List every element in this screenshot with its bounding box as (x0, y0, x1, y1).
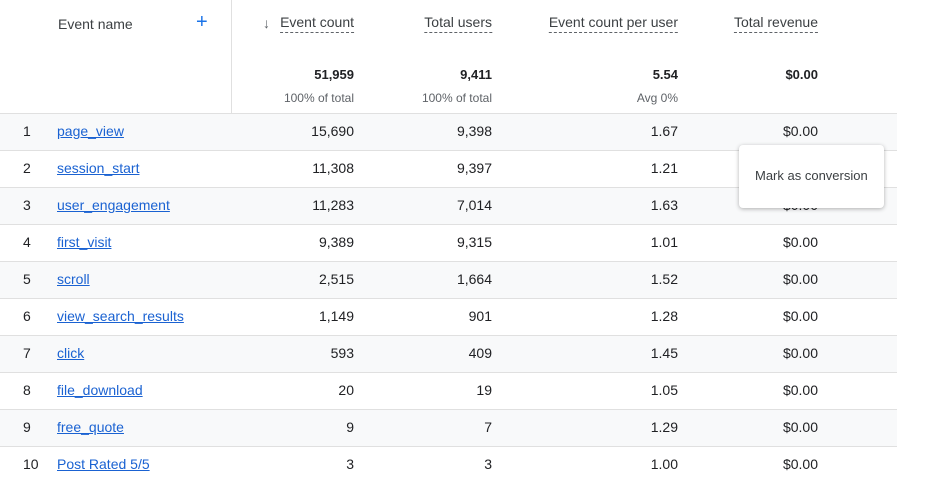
event-name-link[interactable]: first_visit (57, 234, 112, 250)
cell-value: 19 (476, 382, 492, 398)
table-row (0, 446, 897, 482)
table-row (0, 113, 897, 150)
column-header[interactable]: Total users (424, 13, 492, 33)
sort-arrow[interactable]: ↓ (263, 15, 270, 31)
total-note: Avg 0% (636, 91, 678, 105)
row-index: 7 (23, 345, 31, 361)
cell-value: 1.28 (650, 308, 678, 324)
cell-value: 9,315 (456, 234, 492, 250)
cell-value: 11,283 (312, 197, 354, 213)
cell-value: $0.00 (782, 382, 818, 398)
cell-value: 2,515 (318, 271, 354, 287)
total-note: 100% of total (421, 91, 492, 105)
cell-value: 409 (468, 345, 492, 361)
event-name-link[interactable]: session_start (57, 160, 140, 176)
table-row (0, 372, 897, 409)
cell-value: 9,389 (318, 234, 354, 250)
total-note: 100% of total (283, 91, 354, 105)
cell-value: $0.00 (782, 123, 818, 139)
row-index: 2 (23, 160, 31, 176)
cell-value: 1.52 (650, 271, 678, 287)
table-row (0, 224, 897, 261)
table-row (0, 261, 897, 298)
cell-value: $0.00 (782, 234, 818, 250)
column-header[interactable]: Total revenue (733, 13, 818, 33)
cell-value: 20 (338, 382, 354, 398)
cell-value: 11,308 (312, 160, 354, 176)
tooltip: Mark as conversion (739, 145, 884, 208)
column-header[interactable]: Event count per user (548, 13, 678, 33)
cell-value: $0.00 (782, 456, 818, 472)
cell-value: 1.67 (650, 123, 678, 139)
row-index: 6 (23, 308, 31, 324)
cell-value: 1,149 (318, 308, 354, 324)
cell-value: 7 (484, 419, 492, 435)
cell-value: 3 (484, 456, 492, 472)
row-index: 3 (23, 197, 31, 213)
row-index: 10 (23, 456, 39, 472)
total-value: 5.54 (652, 67, 678, 82)
column-header[interactable]: Event count (280, 13, 354, 33)
event-name-link[interactable]: file_download (57, 382, 143, 398)
table-row (0, 335, 897, 372)
cell-value: 15,690 (311, 123, 354, 139)
cell-value: 1.21 (650, 160, 678, 176)
cell-value: 9,398 (456, 123, 492, 139)
cell-value: $0.00 (782, 271, 818, 287)
total-value: 51,959 (314, 67, 354, 82)
event-name-link[interactable]: free_quote (57, 419, 124, 435)
event-name-link[interactable]: Post Rated 5/5 (57, 456, 150, 472)
add-dimension-button[interactable]: + (196, 11, 208, 33)
row-index: 5 (23, 271, 31, 287)
event-name-link[interactable]: scroll (57, 271, 90, 287)
cell-value: 1.45 (650, 345, 678, 361)
event-name-link[interactable]: click (57, 345, 85, 361)
cell-value: 1.29 (650, 419, 678, 435)
tooltip-text[interactable]: Mark as conversion (755, 168, 868, 183)
total-value: $0.00 (785, 67, 818, 82)
table-row (0, 298, 897, 335)
cell-value: $0.00 (782, 345, 818, 361)
event-name-link[interactable]: user_engagement (57, 197, 170, 213)
row-index: 4 (23, 234, 31, 250)
cell-value: 1,664 (456, 271, 492, 287)
total-value: 9,411 (460, 67, 492, 82)
cell-value: $0.00 (782, 308, 818, 324)
cell-value: 3 (346, 456, 354, 472)
cell-value: 7,014 (456, 197, 492, 213)
row-index: 1 (23, 123, 31, 139)
event-name-link[interactable]: page_view (57, 123, 124, 139)
cell-value: $0.00 (782, 419, 818, 435)
row-index: 9 (23, 419, 31, 435)
cell-value: 593 (330, 345, 354, 361)
cell-value: 1.00 (650, 456, 678, 472)
cell-value: 1.05 (650, 382, 678, 398)
row-index: 8 (23, 382, 31, 398)
cell-value: 9,397 (456, 160, 492, 176)
column-header: Event name (58, 16, 133, 32)
cell-value: 1.63 (650, 197, 678, 213)
cell-value: 9 (346, 419, 354, 435)
cell-value: 1.01 (650, 234, 678, 250)
event-name-link[interactable]: view_search_results (57, 308, 184, 324)
cell-value: 901 (468, 308, 492, 324)
table-row (0, 409, 897, 446)
